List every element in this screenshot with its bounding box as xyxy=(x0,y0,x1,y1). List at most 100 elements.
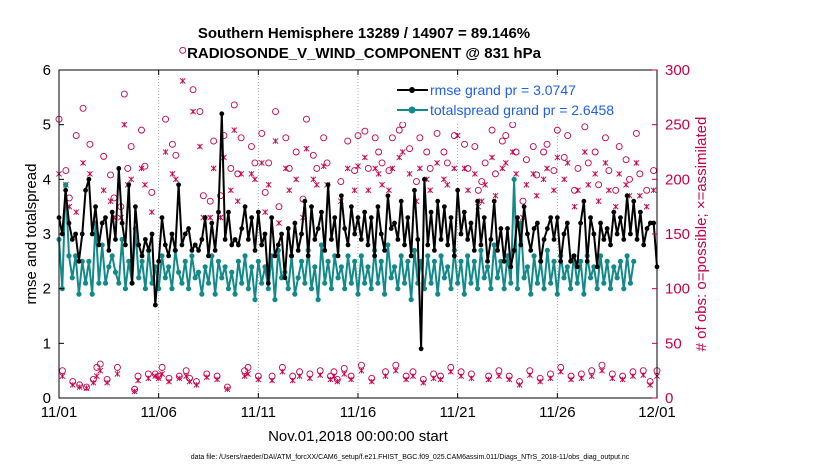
rmse-point xyxy=(239,226,245,231)
rmse-point xyxy=(169,231,175,237)
rmse-point xyxy=(378,231,384,237)
obs-assimilated-marker xyxy=(526,372,533,378)
totalspread-point xyxy=(189,253,195,259)
right-tick-label: 300 xyxy=(665,62,690,79)
totalspread-point xyxy=(481,275,487,281)
obs-possible-marker xyxy=(351,167,359,175)
totalspread-point xyxy=(631,258,637,264)
rmse-point xyxy=(322,248,328,253)
obs-assimilated-marker xyxy=(255,376,262,383)
obs-assimilated-marker xyxy=(585,181,592,188)
obs-assimilated-marker xyxy=(619,376,626,383)
rmse-point xyxy=(255,209,261,215)
totalspread-point xyxy=(458,258,464,264)
obs-assimilated-marker xyxy=(643,203,650,210)
obs-possible-marker xyxy=(210,137,218,145)
obs-possible-marker xyxy=(605,167,613,175)
totalspread-point xyxy=(142,286,148,292)
obs-possible-marker xyxy=(564,132,572,140)
obs-possible-marker xyxy=(519,197,527,205)
obs-assimilated-marker xyxy=(348,376,355,383)
totalspread-point xyxy=(438,253,444,259)
obs-assimilated-marker xyxy=(186,378,193,385)
obs-possible-marker xyxy=(86,140,94,148)
obs-assimilated-marker xyxy=(564,160,571,166)
totalspread-point xyxy=(508,280,514,286)
totalspread-point xyxy=(554,291,560,297)
obs-assimilated-marker xyxy=(196,143,203,150)
rmse-point xyxy=(495,248,500,253)
obs-possible-marker xyxy=(440,148,448,156)
rmse-series xyxy=(56,111,660,352)
totalspread-point xyxy=(73,253,79,259)
obs-assimilated-marker xyxy=(331,373,337,380)
obs-assimilated-marker xyxy=(485,376,492,383)
totalspread-point xyxy=(428,280,434,286)
obs-assimilated-marker xyxy=(76,384,83,390)
obs-assimilated-marker xyxy=(87,170,93,177)
totalspread-point xyxy=(225,286,232,292)
rmse-point xyxy=(548,215,554,221)
rmse-point xyxy=(521,204,527,210)
y-tick-label: 6 xyxy=(43,62,51,79)
obs-assimilated-marker xyxy=(437,376,444,383)
rmse-point xyxy=(525,231,530,237)
rmse-point xyxy=(352,231,358,237)
totalspread-point xyxy=(358,253,364,259)
totalspread-point xyxy=(534,280,541,286)
obs-possible-marker xyxy=(168,140,176,148)
rmse-point xyxy=(139,253,145,259)
obs-possible-marker xyxy=(79,104,87,112)
rmse-point xyxy=(441,204,447,210)
rmse-point xyxy=(315,226,321,231)
totalspread-point xyxy=(405,258,411,264)
obs-assimilated-marker xyxy=(289,377,296,384)
x-tick-label: 11/26 xyxy=(539,404,575,421)
y-axis-label: rmse and totalspread xyxy=(23,164,40,305)
rmse-point xyxy=(182,231,188,237)
obs-assimilated-marker xyxy=(612,203,619,210)
obs-assimilated-marker xyxy=(427,187,434,194)
totalspread-point xyxy=(521,275,527,281)
totalspread-point xyxy=(235,258,241,264)
obs-possible-marker xyxy=(199,192,207,200)
rmse-point xyxy=(93,204,98,210)
legend-spread-label: totalspread grand pr = 2.6458 xyxy=(430,102,614,118)
rmse-point xyxy=(319,209,324,215)
obs-assimilated-marker xyxy=(148,209,155,216)
totalspread-point xyxy=(471,258,477,264)
obs-possible-marker xyxy=(309,151,317,159)
obs-assimilated-marker xyxy=(234,198,241,205)
rmse-point xyxy=(415,237,421,242)
obs-possible-marker xyxy=(591,148,599,156)
obs-assimilated-marker xyxy=(420,379,427,386)
obs-assimilated-marker xyxy=(509,149,516,155)
obs-assimilated-marker xyxy=(554,154,561,161)
rmse-point xyxy=(455,187,461,193)
obs-assimilated-marker xyxy=(166,378,172,385)
totalspread-point xyxy=(425,253,431,259)
obs-assimilated-marker xyxy=(114,371,121,377)
totalspread-point xyxy=(96,280,102,286)
totalspread-point xyxy=(395,286,401,292)
totalspread-point xyxy=(431,258,438,264)
obs-assimilated-marker xyxy=(152,373,159,380)
rmse-point xyxy=(289,253,294,259)
obs-assimilated-marker xyxy=(544,165,550,172)
totalspread-point xyxy=(362,280,368,286)
totalspread-point xyxy=(169,286,175,292)
totalspread-point xyxy=(89,291,95,297)
obs-assimilated-marker xyxy=(155,375,162,382)
obs-assimilated-marker xyxy=(341,371,348,377)
obs-assimilated-marker xyxy=(461,165,468,172)
obs-assimilated-marker xyxy=(581,149,588,155)
rmse-point xyxy=(249,215,255,221)
obs-assimilated-marker xyxy=(162,149,169,155)
right-tick-label: 200 xyxy=(665,171,690,188)
obs-assimilated-marker xyxy=(616,170,623,177)
rmse-point xyxy=(149,231,155,237)
obs-possible-marker xyxy=(354,132,362,140)
obs-assimilated-marker xyxy=(602,160,609,166)
obs-possible-marker xyxy=(258,129,266,137)
obs-assimilated-marker xyxy=(303,145,310,152)
